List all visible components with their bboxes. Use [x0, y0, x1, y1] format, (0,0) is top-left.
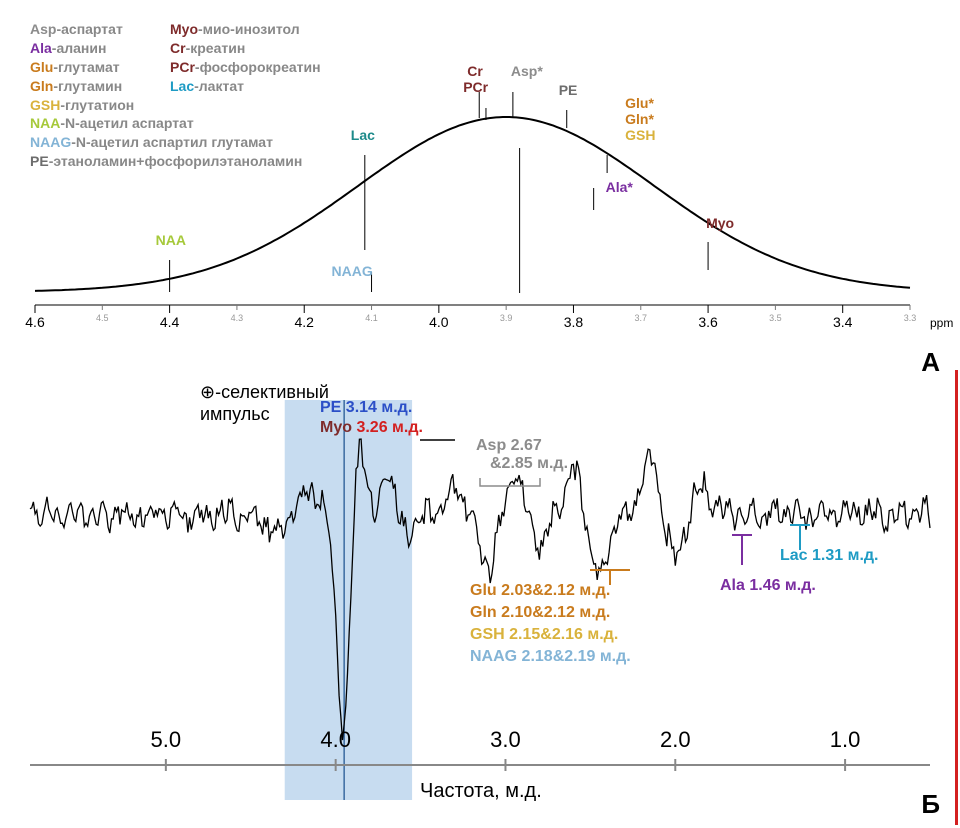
svg-text:4.0: 4.0: [320, 727, 351, 752]
panel-b-svg: 5.0 4.0 3.0 2.0 1.0 Частота, м.д. ⊕-селективны…: [0, 370, 960, 828]
panel-a-svg: 4.6 4.4 4.2 4.0 3.8 3.6 3.4 4.5 4.3 4.1 3.9 3.7 3.5 3…: [0, 0, 960, 370]
svg-text:PE: PE: [559, 82, 578, 98]
red-bar: [955, 370, 958, 825]
svg-text:Myo 3.26 м.д.: Myo 3.26 м.д.: [320, 419, 423, 436]
svg-text:3.4: 3.4: [833, 314, 853, 330]
svg-text:4.5: 4.5: [96, 313, 109, 323]
svg-text:PE 3.14 м.д.: PE 3.14 м.д.: [320, 399, 412, 416]
svg-text:Cr: Cr: [467, 63, 483, 79]
svg-text:ppm: ppm: [930, 316, 953, 330]
svg-text:4.0: 4.0: [429, 314, 449, 330]
svg-text:PCr: PCr: [463, 79, 488, 95]
svg-text:Glu 2.03&2.12 м.д.: Glu 2.03&2.12 м.д.: [470, 582, 610, 599]
svg-text:3.0: 3.0: [490, 727, 521, 752]
svg-text:3.3: 3.3: [904, 313, 917, 323]
svg-text:4.1: 4.1: [365, 313, 378, 323]
svg-text:4.6: 4.6: [25, 314, 45, 330]
svg-text:3.9: 3.9: [500, 313, 513, 323]
svg-text:3.8: 3.8: [564, 314, 584, 330]
svg-text:Gln 2.10&2.12 м.д.: Gln 2.10&2.12 м.д.: [470, 604, 610, 621]
svg-text:GSH 2.15&2.16 м.д.: GSH 2.15&2.16 м.д.: [470, 626, 618, 643]
panel-b-label: Б: [921, 789, 940, 820]
svg-text:Gln*: Gln*: [625, 111, 654, 127]
svg-text:3.5: 3.5: [769, 313, 782, 323]
svg-text:импульс: импульс: [200, 404, 270, 424]
svg-text:5.0: 5.0: [151, 727, 182, 752]
panel-b: 5.0 4.0 3.0 2.0 1.0 Частота, м.д. ⊕-селективны…: [0, 370, 960, 828]
svg-text:Ala*: Ala*: [606, 179, 634, 195]
svg-text:Lac: Lac: [351, 127, 375, 143]
svg-text:NAAG: NAAG: [332, 263, 373, 279]
svg-text:1.0: 1.0: [830, 727, 861, 752]
svg-text:NAAG 2.18&2.19 м.д.: NAAG 2.18&2.19 м.д.: [470, 648, 631, 665]
svg-text:NAA: NAA: [156, 232, 186, 248]
svg-text:Lac 1.31 м.д.: Lac 1.31 м.д.: [780, 547, 878, 564]
svg-text:Asp*: Asp*: [511, 63, 543, 79]
svg-text:3.6: 3.6: [698, 314, 718, 330]
svg-text:Ala 1.46 м.д.: Ala 1.46 м.д.: [720, 577, 816, 594]
svg-text:Glu*: Glu*: [625, 95, 654, 111]
svg-text:4.3: 4.3: [231, 313, 244, 323]
svg-text:⊕-селективный: ⊕-селективный: [200, 382, 329, 402]
svg-text:Частота, м.д.: Частота, м.д.: [420, 780, 542, 802]
svg-text:2.0: 2.0: [660, 727, 691, 752]
svg-text:&2.85 м.д.: &2.85 м.д.: [490, 455, 568, 472]
panel-a: Asp-аспартатAla-аланинGlu-глутаматGln-гл…: [0, 0, 960, 370]
svg-text:Myo: Myo: [706, 215, 734, 231]
svg-text:4.2: 4.2: [294, 314, 314, 330]
svg-text:4.4: 4.4: [160, 314, 180, 330]
svg-text:GSH: GSH: [625, 127, 655, 143]
svg-text:3.7: 3.7: [635, 313, 648, 323]
svg-text:Asp 2.67: Asp 2.67: [476, 437, 542, 454]
